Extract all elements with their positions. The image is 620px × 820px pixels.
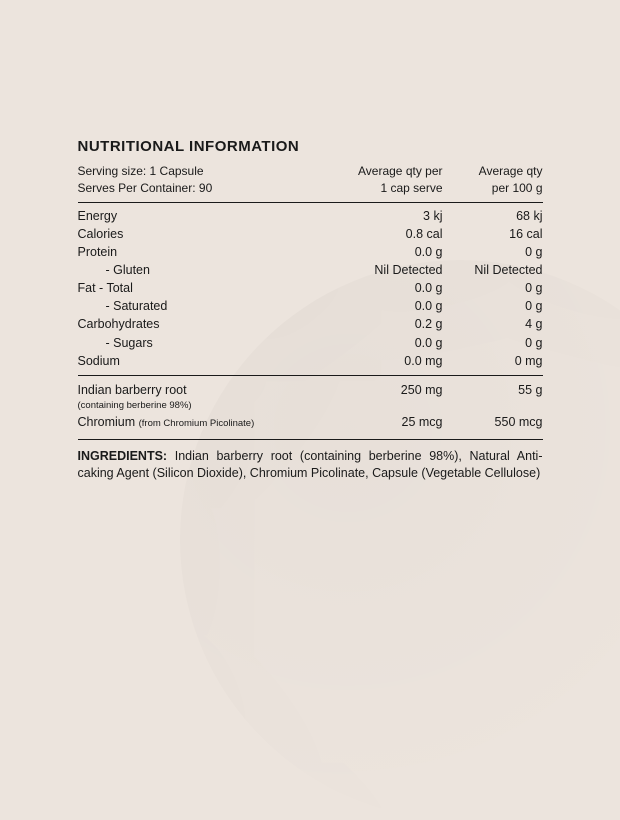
col1-head-line2: 1 cap serve [343,180,443,196]
nutrition-row: Energy3 kj68 kj [78,207,543,225]
col2-head-line1: Average qty [443,163,543,179]
nutrient-name: Chromium (from Chromium Picolinate) [78,413,343,431]
nutrition-row: Calories0.8 cal16 cal [78,225,543,243]
value-per-serve: 250 mg [343,381,443,399]
panel-title: NUTRITIONAL INFORMATION [78,138,543,155]
value-per-100g: 68 kj [443,207,543,225]
nutrition-row: Carbohydrates0.2 g4 g [78,315,543,333]
ingredients-block: INGREDIENTS: Indian barberry root (conta… [78,448,543,482]
nutrient-name: Protein [78,243,343,261]
value-per-100g: 16 cal [443,225,543,243]
value-per-serve: 0.0 g [343,334,443,352]
nutrition-subrow: (containing berberine 98%) [78,399,543,413]
value-per-serve: 0.0 g [343,297,443,315]
nutrition-row: - GlutenNil DetectedNil Detected [78,261,543,279]
nutrient-name: Carbohydrates [78,315,343,333]
nutrition-row: Protein0.0 g0 g [78,243,543,261]
nutrition-row: Sodium0.0 mg0 mg [78,352,543,370]
nutrient-name: Fat - Total [78,279,343,297]
nutrient-name: Energy [78,207,343,225]
serving-size: Serving size: 1 Capsule [78,163,343,179]
value-per-100g: 0 g [443,334,543,352]
header-row: Serving size: 1 Capsule Serves Per Conta… [78,163,543,202]
nutrient-name: Calories [78,225,343,243]
nutrition-panel: NUTRITIONAL INFORMATION Serving size: 1 … [78,138,543,481]
value-per-serve: 0.0 g [343,279,443,297]
nutrition-row: - Saturated0.0 g0 g [78,297,543,315]
value-per-serve: 0.0 mg [343,352,443,370]
value-per-100g: Nil Detected [443,261,543,279]
serves-per-container: Serves Per Container: 90 [78,180,343,196]
value-per-100g: 4 g [443,315,543,333]
ingredients-label: INGREDIENTS: [78,449,168,463]
col1-head-line1: Average qty per [343,163,443,179]
value-per-serve: 25 mcg [343,413,443,431]
nutrient-name: - Saturated [78,297,343,315]
nutrition-row: Chromium (from Chromium Picolinate)25 mc… [78,413,543,431]
divider [78,375,543,376]
nutrition-rows-a: Energy3 kj68 kjCalories0.8 cal16 calProt… [78,207,543,370]
value-per-serve: 0.0 g [343,243,443,261]
value-per-100g: 550 mcg [443,413,543,431]
nutrition-rows-b: Indian barberry root250 mg55 g(containin… [78,381,543,431]
nutrient-name: - Sugars [78,334,343,352]
nutrition-row: Fat - Total0.0 g0 g [78,279,543,297]
nutrition-row: - Sugars0.0 g0 g [78,334,543,352]
value-per-serve: 0.2 g [343,315,443,333]
value-per-100g: 0 g [443,243,543,261]
value-per-100g: 0 mg [443,352,543,370]
nutrient-name: Indian barberry root [78,381,343,399]
value-per-serve: 3 kj [343,207,443,225]
value-per-serve: 0.8 cal [343,225,443,243]
divider-thick [78,439,543,440]
nutrition-row: Indian barberry root250 mg55 g [78,381,543,399]
nutrient-name: Sodium [78,352,343,370]
value-per-100g: 0 g [443,279,543,297]
nutrient-subnote: (containing berberine 98%) [78,399,543,413]
nutrient-name: - Gluten [78,261,343,279]
value-per-serve: Nil Detected [343,261,443,279]
col2-head-line2: per 100 g [443,180,543,196]
value-per-100g: 55 g [443,381,543,399]
value-per-100g: 0 g [443,297,543,315]
